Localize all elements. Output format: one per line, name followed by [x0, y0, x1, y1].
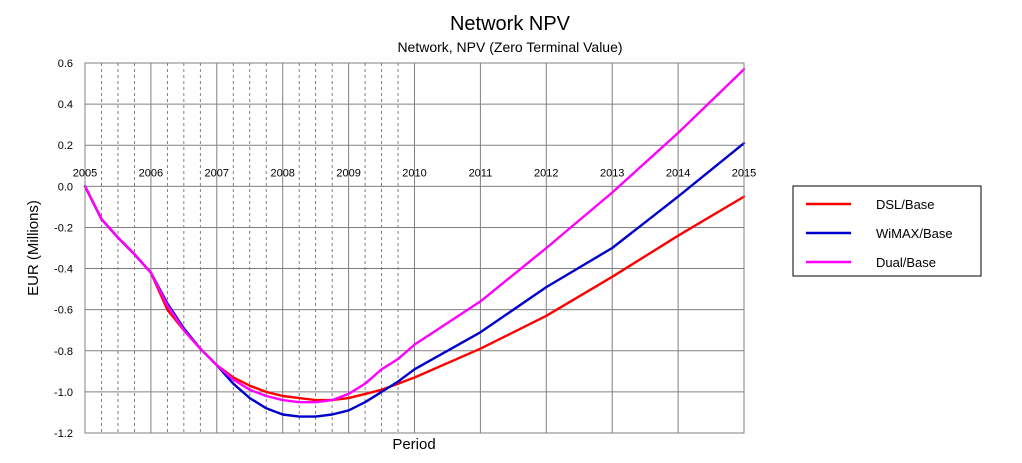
chart-subtitle: Network, NPV (Zero Terminal Value) — [397, 39, 622, 55]
chart-title: Network NPV — [450, 13, 571, 35]
x-tick-label: 2007 — [205, 167, 229, 179]
x-axis-label: Period — [392, 436, 435, 453]
legend: DSL/Base WiMAX/Base Dual/Base — [792, 185, 982, 277]
y-tick-label: -0.4 — [54, 264, 73, 276]
x-tick-label: 2010 — [402, 167, 426, 179]
series-line-dual-base — [83, 67, 746, 404]
y-tick-label: -1.0 — [54, 387, 73, 399]
legend-label: WiMAX/Base — [876, 226, 953, 241]
x-tick-label: 2013 — [600, 167, 624, 179]
y-tick-label: -0.6 — [54, 305, 73, 317]
y-tick-labels: 0.6 0.4 0.2 0.0 -0.2 -0.4 -0.6 -0.8 -1.0 -1.2 — [54, 58, 73, 440]
series-lines — [83, 67, 746, 418]
y-axis-label: EUR (Millions) — [25, 200, 42, 296]
legend-label: Dual/Base — [876, 255, 936, 270]
plot-frame — [84, 62, 745, 434]
y-tick-label: 0.4 — [58, 99, 73, 111]
y-tick-label: -1.2 — [54, 428, 73, 440]
x-tick-label: 2009 — [336, 167, 360, 179]
x-tick-label: 2012 — [534, 167, 558, 179]
y-tick-label: 0.6 — [58, 58, 73, 70]
y-tick-label: 0.0 — [58, 181, 73, 193]
y-tick-label: -0.8 — [54, 346, 73, 358]
x-tick-label: 2014 — [666, 167, 690, 179]
y-tick-label: 0.2 — [58, 140, 73, 152]
x-tick-label: 2011 — [469, 167, 493, 179]
y-tick-label: -0.2 — [54, 222, 73, 234]
legend-label: DSL/Base — [876, 197, 935, 212]
x-tick-label: 2006 — [139, 167, 163, 179]
x-tick-label: 2008 — [270, 167, 294, 179]
x-tick-labels: 2005 2006 2007 2008 2009 2010 2011 2012 2013 2014… — [73, 167, 756, 179]
